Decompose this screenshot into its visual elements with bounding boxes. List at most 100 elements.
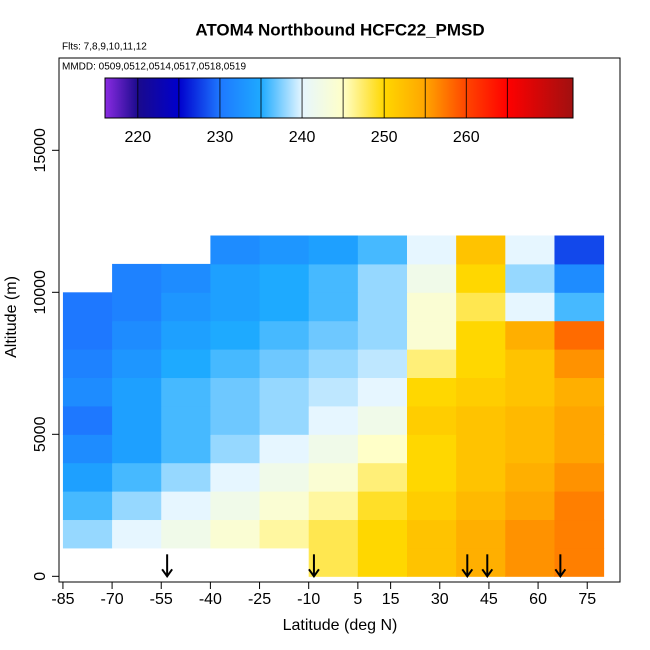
heat-cell xyxy=(456,405,506,435)
heat-cell xyxy=(112,491,162,521)
x-tick-label: 5 xyxy=(353,591,362,608)
heat-cell xyxy=(505,434,555,464)
heat-cell xyxy=(62,292,113,322)
heat-cell xyxy=(456,349,506,379)
heat-cell xyxy=(505,405,555,435)
heat-cell xyxy=(210,405,261,435)
x-tick-label: 15 xyxy=(382,591,400,608)
heat-cell xyxy=(210,377,261,407)
heat-cell xyxy=(456,377,506,407)
heat-cell xyxy=(161,349,211,379)
arrow xyxy=(461,554,474,579)
note: Flts: 7,8,9,10,11,12 xyxy=(62,42,147,53)
plot-frame xyxy=(58,57,621,583)
y-axis-label: Altitude (m) xyxy=(3,276,20,358)
heat-cell xyxy=(456,320,506,350)
x-axis-label: Latitude (deg N) xyxy=(283,617,398,634)
colorbar-tick-label: 260 xyxy=(453,129,480,146)
heat-cell xyxy=(161,292,211,322)
heat-cell xyxy=(407,519,457,549)
heat-cell xyxy=(554,235,605,265)
heat-cell xyxy=(259,377,310,407)
heat-cell xyxy=(308,263,359,293)
heat-cell xyxy=(407,491,457,521)
y-tick-label: 0 xyxy=(32,572,49,581)
x-tick-label: -85 xyxy=(51,591,74,608)
heat-cell xyxy=(308,292,359,322)
arrow-head xyxy=(481,568,494,579)
heat-cell xyxy=(161,491,211,521)
heat-cell xyxy=(210,320,261,350)
heat-cell xyxy=(308,235,359,265)
heat-cell xyxy=(210,519,261,549)
heat-cell xyxy=(554,263,605,293)
colorbar-segment xyxy=(105,78,139,118)
heat-cell xyxy=(62,519,113,549)
heat-cell xyxy=(357,519,408,549)
heat-cell xyxy=(112,377,162,407)
heat-cell xyxy=(456,462,506,492)
heat-cell xyxy=(259,235,310,265)
heat-cell xyxy=(456,434,506,464)
colorbar-segment xyxy=(178,78,221,118)
heat-cell xyxy=(308,377,359,407)
heat-cell xyxy=(210,434,261,464)
heat-cell xyxy=(112,292,162,322)
heat-cell xyxy=(259,405,310,435)
heat-cell xyxy=(407,292,457,322)
heat-cell xyxy=(161,263,211,293)
heat-cell xyxy=(357,292,408,322)
colorbar-segment xyxy=(466,78,508,118)
colorbar-segment xyxy=(302,78,344,118)
heat-cell xyxy=(407,434,457,464)
heat-cell xyxy=(554,434,605,464)
heat-cell xyxy=(308,519,359,549)
heat-cell xyxy=(112,349,162,379)
heat-cell xyxy=(112,434,162,464)
heat-cell xyxy=(554,349,605,379)
colorbar-tick-label: 230 xyxy=(207,129,234,146)
arrow-head xyxy=(161,568,173,579)
heat-cell xyxy=(554,377,605,407)
heat-cell xyxy=(161,320,211,350)
heat-cell xyxy=(554,462,605,492)
heat-cell xyxy=(259,292,310,322)
heat-cell xyxy=(357,462,408,492)
heat-cell xyxy=(161,519,211,549)
heat-cell xyxy=(308,462,359,492)
colorbar-segment xyxy=(507,78,574,118)
heat-cell xyxy=(112,320,162,350)
chart-title: ATOM4 Northbound HCFC22_PMSD xyxy=(195,20,484,39)
arrow xyxy=(161,554,173,579)
heat-cell xyxy=(407,547,457,577)
heat-cell xyxy=(554,491,605,521)
colorbar-segment xyxy=(137,78,180,118)
heat-cell xyxy=(456,292,506,322)
colorbar-frame xyxy=(104,77,574,119)
heat-cell xyxy=(62,320,113,350)
heat-cell xyxy=(210,491,261,521)
x-tick-label: -70 xyxy=(101,591,124,608)
x-tick-label: 60 xyxy=(529,591,547,608)
heat-cell xyxy=(62,434,113,464)
arrow-head xyxy=(308,568,320,579)
x-tick-label: 30 xyxy=(431,591,449,608)
x-tick-label: 45 xyxy=(480,591,498,608)
arrow xyxy=(481,554,494,579)
heat-cell xyxy=(161,434,211,464)
heat-cell xyxy=(62,377,113,407)
heat-cell xyxy=(407,462,457,492)
heat-cell xyxy=(308,491,359,521)
heat-cell xyxy=(456,263,506,293)
x-tick-label: -55 xyxy=(150,591,173,608)
heat-cell xyxy=(161,405,211,435)
x-tick-label: -40 xyxy=(199,591,222,608)
heat-cell xyxy=(308,405,359,435)
y-tick-label: 15000 xyxy=(32,128,49,173)
colorbar-segment xyxy=(219,78,262,118)
heat-cell xyxy=(505,491,555,521)
heat-cell xyxy=(259,519,310,549)
heat-cell xyxy=(357,320,408,350)
heat-cell xyxy=(505,519,555,549)
heat-cell xyxy=(357,349,408,379)
